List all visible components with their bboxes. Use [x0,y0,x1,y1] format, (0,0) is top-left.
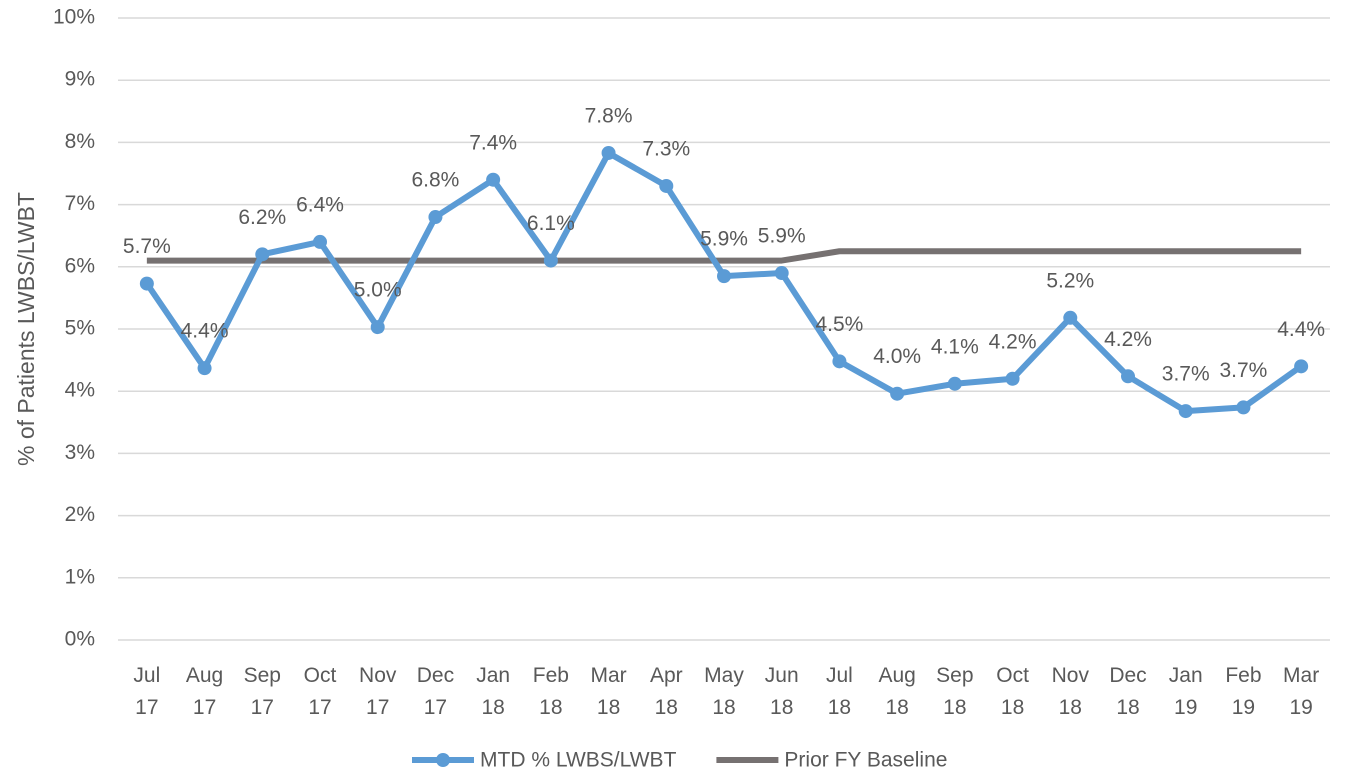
data-label: 6.8% [411,169,459,192]
data-label: 4.0% [873,345,921,368]
x-tick-label: Dec 18 [1109,664,1146,719]
data-point [601,145,616,160]
x-tick-label: Oct 18 [996,664,1029,719]
legend-label: Prior FY Baseline [784,749,947,772]
data-point [486,172,501,187]
data-label: 4.2% [989,330,1037,353]
y-tick-label: 4% [65,379,95,402]
data-label: 7.8% [585,105,633,128]
y-tick-label: 9% [65,68,95,91]
data-point [1178,404,1193,419]
data-label: 4.2% [1104,328,1152,351]
series-line [146,248,1302,264]
data-point [1121,369,1135,384]
x-tick-label: Mar 18 [590,664,626,719]
y-tick-label: 5% [65,317,95,340]
x-tick-label: Jan 19 [1169,664,1203,719]
y-axis-title: % of Patients LWBS/LWBT [13,192,39,466]
data-label: 5.2% [1046,269,1094,292]
data-label: 3.7% [1162,363,1210,386]
y-tick-label: 8% [65,130,95,153]
x-tick-label: Jan 18 [476,664,510,719]
data-label: 3.7% [1219,359,1267,382]
y-tick-label: 10% [53,6,95,29]
y-tick-label: 2% [65,503,95,526]
x-tick-label: Aug 17 [186,664,223,719]
x-tick-label: Jul 18 [826,664,853,719]
x-tick-label: Mar 19 [1283,664,1319,719]
data-point [890,386,905,401]
y-tick-label: 3% [65,441,95,464]
data-label: 4.1% [931,335,979,358]
x-tick-label: Jul 17 [133,664,160,719]
data-point [543,253,558,268]
y-tick-label: 1% [65,565,95,588]
legend-label: MTD % LWBS/LWBT [480,749,677,772]
data-label: 5.0% [354,279,402,302]
data-label: 4.5% [815,313,863,336]
y-tick-label: 7% [65,192,95,215]
data-point [717,269,731,284]
x-tick-label: Oct 17 [304,664,337,719]
x-tick-label: Aug 18 [878,664,915,719]
data-point [370,320,385,335]
data-label: 6.2% [238,206,286,229]
data-point [832,354,847,369]
data-point [774,266,789,281]
x-tick-label: Nov 18 [1052,664,1090,719]
x-tick-label: May 18 [704,664,744,719]
data-point [1236,400,1251,415]
data-label: 4.4% [181,320,229,343]
y-tick-label: 0% [65,628,95,651]
data-point [1005,371,1020,386]
y-tick-label: 6% [65,254,95,277]
legend: MTD % LWBS/LWBT Prior FY Baseline [412,749,947,772]
x-tick-label: Feb 18 [533,664,569,719]
data-label: 4.4% [1277,318,1325,341]
data-point [255,247,270,262]
x-tick-label: Feb 19 [1225,664,1261,719]
x-tick-label: Jun 18 [765,664,799,719]
data-point [313,234,327,249]
data-label: 7.3% [642,137,690,160]
data-label: 5.9% [758,225,806,248]
data-point [947,376,962,391]
data-point [1294,359,1309,374]
legend-marker [436,753,450,767]
data-label: 5.7% [123,235,171,258]
data-point [1063,310,1078,325]
data-label: 6.4% [296,193,344,216]
data-point [659,178,674,193]
data-point [428,210,443,225]
data-label: 6.1% [527,212,575,235]
data-label: 7.4% [469,131,517,154]
x-tick-label: Sep 18 [936,664,973,719]
data-point [139,276,154,291]
x-tick-label: Apr 18 [650,664,683,719]
x-tick-label: Dec 17 [417,664,454,719]
x-tick-label: Nov 17 [359,664,397,719]
data-label: 5.9% [700,228,748,251]
x-tick-label: Sep 17 [244,664,281,719]
data-point [197,361,212,376]
